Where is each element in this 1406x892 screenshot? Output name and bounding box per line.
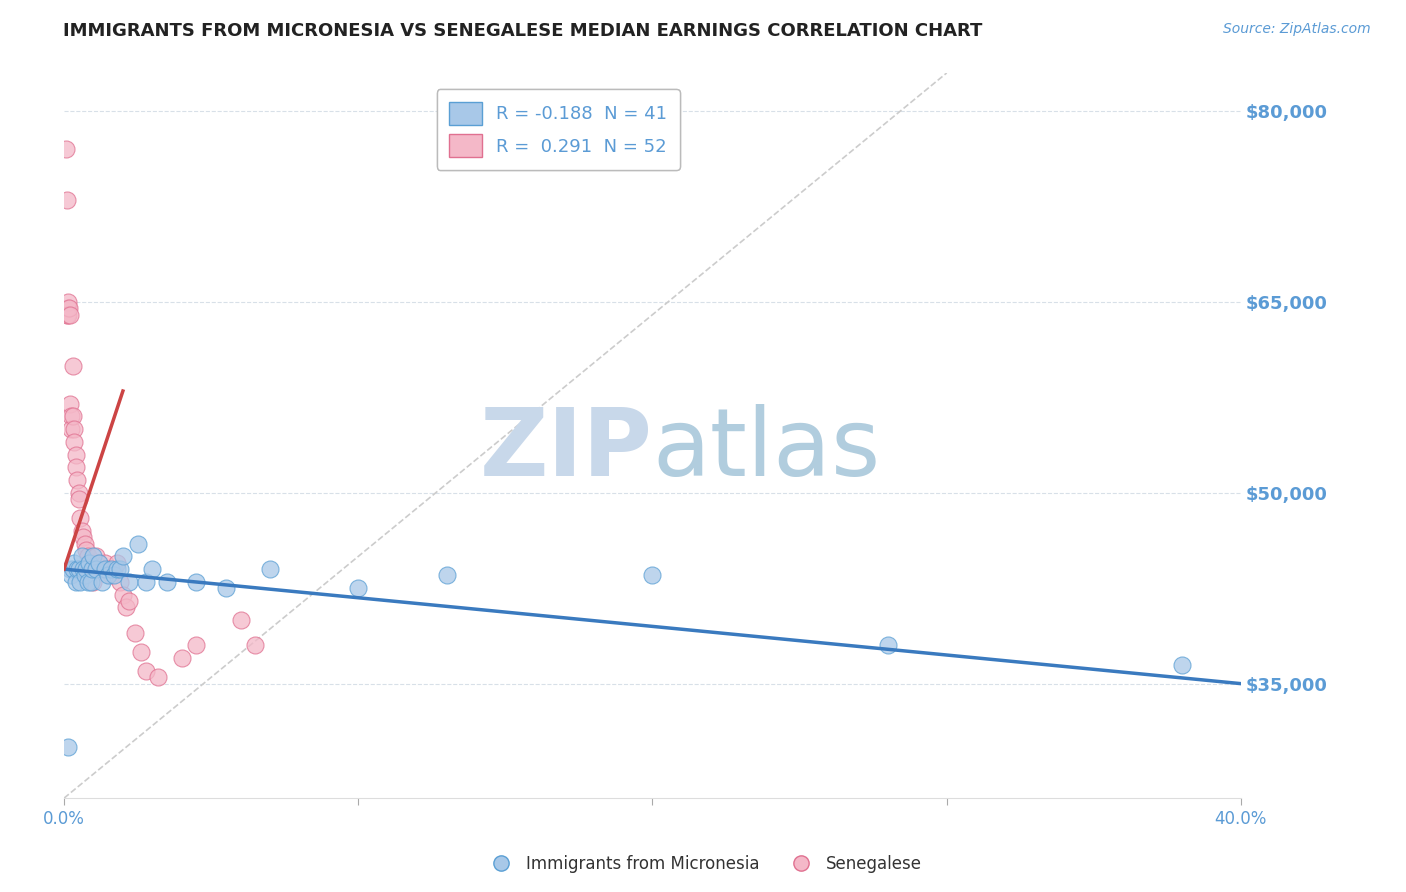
Point — [80, 562, 103, 576]
Point — [148, 670, 170, 684]
Point — [69, 511, 91, 525]
Legend: R = -0.188  N = 41, R =  0.291  N = 52: R = -0.188 N = 41, R = 0.291 N = 52 — [437, 89, 681, 170]
Point — [103, 562, 125, 576]
Point — [58, 308, 80, 322]
Point — [76, 574, 98, 589]
Point — [58, 295, 80, 310]
Point — [94, 562, 117, 576]
Point — [118, 594, 141, 608]
Point — [105, 562, 128, 576]
Point — [69, 574, 91, 589]
Point — [215, 581, 238, 595]
Point — [70, 524, 93, 538]
Point — [59, 308, 82, 322]
Point — [56, 193, 79, 207]
Point — [77, 556, 100, 570]
Point — [186, 639, 208, 653]
Point — [105, 556, 128, 570]
Point — [66, 562, 89, 576]
Text: ZIP: ZIP — [479, 404, 652, 496]
Point — [73, 568, 96, 582]
Point — [65, 448, 87, 462]
Point — [55, 142, 77, 156]
Point — [89, 556, 111, 570]
Point — [111, 588, 134, 602]
Point — [108, 574, 131, 589]
Point — [79, 574, 101, 589]
Point — [97, 568, 120, 582]
Point — [347, 581, 370, 595]
Text: atlas: atlas — [652, 404, 880, 496]
Point — [111, 549, 134, 564]
Point — [82, 562, 104, 576]
Point — [60, 568, 83, 582]
Point — [641, 568, 664, 582]
Point — [82, 574, 104, 589]
Point — [72, 562, 94, 576]
Point — [62, 409, 84, 424]
Point — [80, 556, 103, 570]
Point — [59, 562, 82, 576]
Point — [62, 562, 84, 576]
Point — [58, 740, 80, 755]
Point — [94, 556, 117, 570]
Point — [156, 574, 179, 589]
Point — [67, 492, 90, 507]
Legend: Immigrants from Micronesia, Senegalese: Immigrants from Micronesia, Senegalese — [478, 848, 928, 880]
Point — [1171, 657, 1194, 672]
Point — [103, 568, 125, 582]
Point — [135, 664, 157, 678]
Point — [73, 537, 96, 551]
Point — [129, 645, 152, 659]
Point — [135, 574, 157, 589]
Point — [60, 409, 83, 424]
Point — [82, 549, 104, 564]
Point — [63, 556, 86, 570]
Point — [58, 301, 80, 316]
Point — [229, 613, 252, 627]
Point — [65, 460, 87, 475]
Point — [77, 556, 100, 570]
Point — [89, 556, 111, 570]
Point — [97, 562, 120, 576]
Point — [62, 359, 84, 373]
Point — [86, 549, 108, 564]
Point — [76, 549, 98, 564]
Point — [141, 562, 163, 576]
Point — [60, 422, 83, 436]
Point — [245, 639, 267, 653]
Point — [100, 562, 122, 576]
Text: IMMIGRANTS FROM MICRONESIA VS SENEGALESE MEDIAN EARNINGS CORRELATION CHART: IMMIGRANTS FROM MICRONESIA VS SENEGALESE… — [63, 22, 983, 40]
Point — [66, 473, 89, 487]
Point — [63, 422, 86, 436]
Point — [86, 562, 108, 576]
Point — [127, 537, 149, 551]
Point — [67, 562, 90, 576]
Point — [186, 574, 208, 589]
Point — [108, 562, 131, 576]
Point — [63, 434, 86, 449]
Point — [100, 568, 122, 582]
Point — [91, 562, 114, 576]
Point — [75, 562, 97, 576]
Point — [876, 639, 898, 653]
Point — [91, 574, 114, 589]
Point — [436, 568, 458, 582]
Point — [115, 600, 138, 615]
Point — [56, 301, 79, 316]
Point — [67, 485, 90, 500]
Point — [70, 562, 93, 576]
Point — [65, 574, 87, 589]
Point — [259, 562, 281, 576]
Point — [59, 397, 82, 411]
Point — [75, 543, 97, 558]
Point — [79, 562, 101, 576]
Point — [118, 574, 141, 589]
Text: Source: ZipAtlas.com: Source: ZipAtlas.com — [1223, 22, 1371, 37]
Point — [56, 308, 79, 322]
Point — [124, 625, 146, 640]
Point — [170, 651, 193, 665]
Point — [70, 549, 93, 564]
Point — [72, 530, 94, 544]
